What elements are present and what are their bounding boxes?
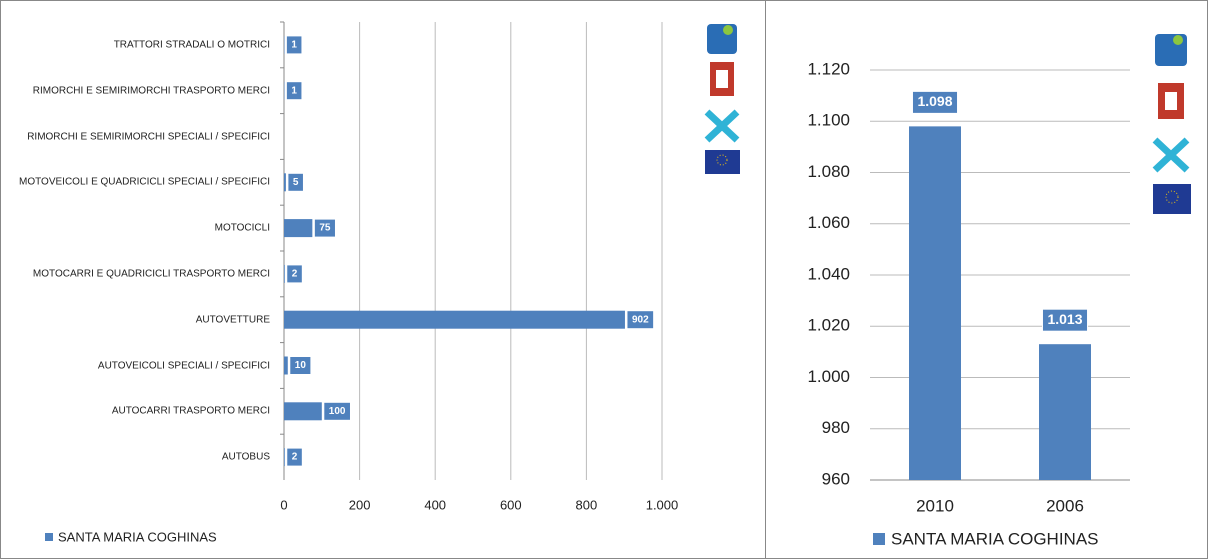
logos-left <box>704 24 740 174</box>
x-tick-label: 400 <box>424 497 446 512</box>
y-tick-label: AUTOVETTURE <box>195 314 270 326</box>
y-tick-label: AUTOCARRI TRASPORTO MERCI <box>111 405 270 417</box>
value-label-box <box>286 447 303 467</box>
value-label-box <box>1041 308 1089 332</box>
value-label-box <box>323 401 351 421</box>
bar <box>284 402 322 421</box>
x-tick-label: 800 <box>576 497 598 512</box>
bar <box>909 126 961 480</box>
value-label: 1.013 <box>1047 311 1082 327</box>
value-label: 2 <box>292 269 298 280</box>
value-label-box <box>286 264 303 284</box>
bar <box>1039 344 1091 480</box>
legend-label: SANTA MARIA COGHINAS <box>891 529 1099 548</box>
y-tick-label: 1.080 <box>807 162 850 181</box>
bar <box>284 219 313 238</box>
y-tick-label: 980 <box>822 418 850 437</box>
y-tick-label: TRATTORI STRADALI O MOTRICI <box>113 39 270 51</box>
value-label-box <box>285 35 303 55</box>
value-label: 1 <box>291 40 297 51</box>
value-label: 100 <box>329 406 346 417</box>
value-label: 10 <box>295 360 307 371</box>
bar <box>284 356 288 375</box>
value-label: 75 <box>319 223 331 234</box>
value-label-box <box>626 310 655 330</box>
value-label: 902 <box>632 314 649 325</box>
logos-right <box>1152 34 1191 214</box>
y-tick-label: 1.000 <box>807 367 850 386</box>
x-tick-label: 1.000 <box>646 497 679 512</box>
value-label: 2 <box>292 452 298 463</box>
y-tick-label: 1.100 <box>807 111 850 130</box>
x-tick-label: 2010 <box>916 496 954 515</box>
x-tick-label: 2006 <box>1046 496 1084 515</box>
bar <box>284 310 625 329</box>
x-tick-label: 0 <box>280 497 287 512</box>
y-tick-label: AUTOVEICOLI SPECIALI / SPECIFICI <box>97 360 270 371</box>
bar <box>284 173 286 192</box>
legend-label: SANTA MARIA COGHINAS <box>58 529 217 544</box>
value-label-box <box>289 356 312 375</box>
value-label-box <box>287 172 304 192</box>
y-tick-label: 960 <box>822 469 850 488</box>
value-label: 1 <box>291 85 297 96</box>
value-label-box <box>911 90 959 114</box>
bar <box>284 448 285 467</box>
y-tick-label: MOTOCARRI E QUADRICICLI TRASPORTO MERCI <box>32 268 270 280</box>
value-label: 1.098 <box>917 93 952 109</box>
legend-swatch <box>873 533 885 545</box>
value-label-box <box>313 218 336 238</box>
y-tick-label: RIMORCHI E SEMIRIMORCHI TRASPORTO MERCI <box>32 85 270 97</box>
x-tick-label: 200 <box>349 497 371 512</box>
bar <box>284 264 285 283</box>
value-label: 5 <box>293 177 299 188</box>
legend-swatch <box>45 533 53 541</box>
y-tick-label: 1.020 <box>807 316 850 335</box>
y-tick-label: AUTOBUS <box>221 451 270 463</box>
value-label-box <box>285 81 303 101</box>
y-tick-label: 1.120 <box>807 59 850 78</box>
y-tick-label: MOTOVEICOLI E QUADRICICLI SPECIALI / SPE… <box>19 176 270 188</box>
y-tick-label: RIMORCHI E SEMIRIMORCHI SPECIALI / SPECI… <box>27 131 270 142</box>
y-tick-label: 1.040 <box>807 264 850 283</box>
x-tick-label: 600 <box>500 497 522 512</box>
y-tick-label: MOTOCICLI <box>214 222 270 234</box>
y-tick-label: 1.060 <box>807 213 850 232</box>
